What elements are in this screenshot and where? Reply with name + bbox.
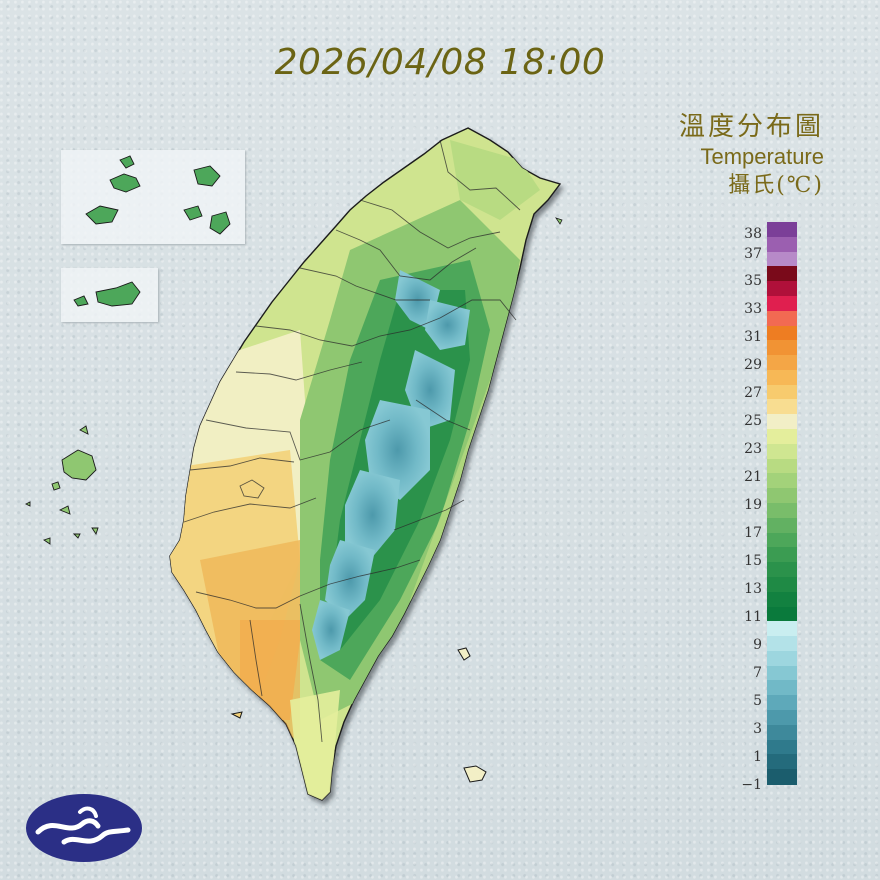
legend-title: 溫度分布圖 Temperature 攝氏(℃) — [679, 110, 824, 202]
kinmen-islands — [73, 281, 141, 307]
colorbar-segment — [767, 251, 797, 267]
colorbar-tick-label: 38 — [744, 226, 762, 242]
colorbar-tick-label: 3 — [753, 721, 762, 737]
colorbar-segment — [767, 724, 797, 741]
colorbar-tick-label: 17 — [744, 525, 762, 541]
colorbar-tick-label: 23 — [744, 441, 762, 457]
colorbar-segment — [767, 680, 797, 696]
matsu-islands — [85, 155, 231, 235]
colorbar-segment — [767, 591, 797, 608]
colorbar-tick-label: 5 — [753, 693, 762, 709]
colorbar-segment — [767, 473, 797, 489]
colorbar-tick-label: 35 — [744, 273, 762, 289]
cwa-logo-icon — [26, 794, 142, 862]
colorbar-tick-label: 1 — [753, 749, 762, 765]
colorbar-segment — [767, 266, 797, 282]
colorbar-segment — [767, 399, 797, 415]
colorbar-tick-label: 31 — [744, 329, 762, 345]
colorbar-tick-label: 37 — [744, 246, 762, 262]
colorbar-segment — [767, 414, 797, 430]
colorbar-segment — [767, 532, 797, 548]
colorbar-segment — [767, 650, 797, 667]
colorbar-tick-label: 11 — [744, 609, 762, 625]
colorbar-segment — [767, 503, 797, 519]
colorbar-tick-label: 25 — [744, 413, 762, 429]
colorbar-tick-label: 29 — [744, 357, 762, 373]
colorbar-tick-label: 33 — [744, 301, 762, 317]
temperature-colorbar — [767, 222, 797, 785]
colorbar-segment — [767, 739, 797, 755]
colorbar-segment — [767, 636, 797, 652]
colorbar-tick-label: 15 — [744, 553, 762, 569]
colorbar-segment — [767, 517, 797, 534]
colorbar-tick-label: −1 — [741, 777, 762, 793]
colorbar-tick-label: 27 — [744, 385, 762, 401]
colorbar-segment — [767, 443, 797, 460]
colorbar-segment — [767, 355, 797, 371]
colorbar-segment — [767, 295, 797, 312]
colorbar-segment — [767, 281, 797, 297]
colorbar-segment — [767, 222, 797, 238]
colorbar-segment — [767, 325, 797, 341]
colorbar-segment — [767, 754, 797, 770]
legend-title-zh: 溫度分布圖 — [678, 112, 824, 142]
colorbar-segment — [767, 488, 797, 504]
colorbar-segment — [767, 310, 797, 327]
colorbar-segment — [767, 695, 797, 711]
colorbar-segment — [767, 576, 797, 593]
colorbar-segment — [767, 429, 797, 445]
penghu-islands — [24, 425, 99, 545]
colorbar-segment — [767, 384, 797, 401]
colorbar-tick-label: 13 — [744, 581, 762, 597]
colorbar-tick-label: 19 — [744, 497, 762, 513]
offshore-islands — [230, 217, 563, 783]
colorbar-segment — [767, 236, 797, 253]
colorbar-segment — [767, 547, 797, 563]
colorbar-segment — [767, 606, 797, 622]
colorbar-segment — [767, 562, 797, 578]
county-borders — [183, 139, 521, 743]
colorbar-tick-label: 7 — [753, 665, 762, 681]
colorbar-segment — [767, 340, 797, 356]
colorbar-segment — [767, 665, 797, 682]
colorbar-segment — [767, 710, 797, 726]
legend-title-en: Temperature — [700, 144, 824, 169]
colorbar-tick-label: 9 — [753, 637, 762, 653]
colorbar-tick-label: 21 — [744, 469, 762, 485]
colorbar-segment — [767, 769, 797, 785]
colorbar-segment — [767, 369, 797, 386]
colorbar-segment — [767, 458, 797, 474]
legend-unit: 攝氏(℃) — [728, 173, 824, 198]
colorbar-segment — [767, 621, 797, 637]
map-timestamp: 2026/04/08 18:00 — [274, 42, 606, 83]
